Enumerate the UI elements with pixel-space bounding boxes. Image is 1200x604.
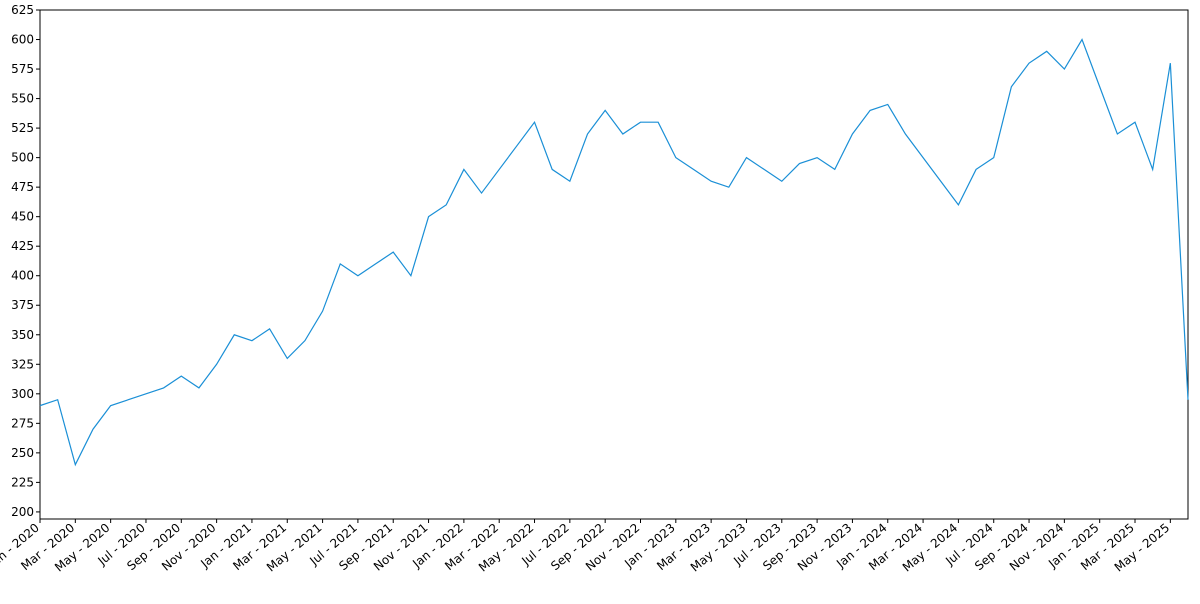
plot-frame <box>39 9 1189 520</box>
y-tick-label: 500 <box>11 151 34 165</box>
y-tick-label: 350 <box>11 328 34 342</box>
line-series <box>39 38 1189 467</box>
y-tick-label: 425 <box>11 239 34 253</box>
y-tick-label: 325 <box>11 357 34 371</box>
y-tick-label: 575 <box>11 62 34 76</box>
y-tick-label: 600 <box>11 33 34 47</box>
y-tick-label: 250 <box>11 446 34 460</box>
y-tick-label: 200 <box>11 505 34 519</box>
y-tick-label: 300 <box>11 387 34 401</box>
y-tick-label: 450 <box>11 210 34 224</box>
y-tick-label: 475 <box>11 180 34 194</box>
y-tick-label: 625 <box>11 3 34 17</box>
y-tick-label: 275 <box>11 416 34 430</box>
y-tick-label: 400 <box>11 269 34 283</box>
y-tick-label: 375 <box>11 298 34 312</box>
y-tick-label: 525 <box>11 121 34 135</box>
y-tick-label: 225 <box>11 475 34 489</box>
y-tick-label: 550 <box>11 92 34 106</box>
